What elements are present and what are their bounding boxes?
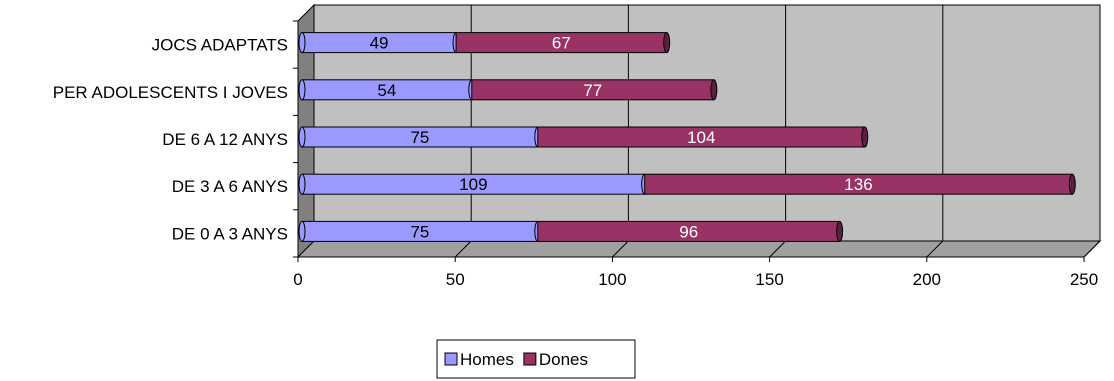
x-tick-label: 50 [446,270,465,289]
category-label: DE 6 A 12 ANYS [162,130,288,149]
x-tick-label: 100 [598,270,626,289]
legend-swatch-homes [444,352,458,366]
x-tick-label: 200 [913,270,941,289]
category-label: DE 3 A 6 ANYS [172,177,288,196]
bar-end-cap [710,79,718,101]
data-label: 77 [583,81,602,100]
x-tick-label: 250 [1070,270,1098,289]
plot-floor [296,240,1102,258]
floor-gridline [612,240,629,258]
bar-end-cap [861,126,869,148]
labels: 0 50 100 150 200 250 DE 0 A 3 ANYS 75 96 DE 3 A 6… [53,34,1098,289]
data-label: 75 [410,222,429,241]
floor-gridline [926,240,944,258]
data-label: 96 [679,222,698,241]
floor-gridline [769,240,786,258]
bar-end-cap [1068,173,1076,195]
data-label: 75 [410,128,429,147]
data-label: 109 [459,175,487,194]
category-label: DE 0 A 3 ANYS [172,224,288,243]
category-label: JOCS ADAPTATS [152,36,288,55]
legend-swatch-dones [523,352,537,366]
bar-start-cap [298,32,306,54]
legend-label-homes: Homes [460,350,514,369]
data-label: 67 [552,34,571,53]
data-label: 104 [687,128,715,147]
bar-end-cap [836,220,844,242]
legend: Homes Dones [436,339,636,379]
x-tick-label: 150 [755,270,783,289]
x-tick-label: 0 [293,270,302,289]
bar-start-cap [298,126,306,148]
category-label: PER ADOLESCENTS I JOVES [53,83,288,102]
bar-end-cap [663,32,671,54]
floor-gridline [1083,240,1101,258]
bars [298,32,1076,242]
bar-start-cap [298,220,306,242]
legend-label-dones: Dones [539,350,588,369]
data-label: 49 [370,34,389,53]
data-label: 54 [377,81,396,100]
data-label: 136 [844,175,872,194]
floor-gridline [454,240,472,258]
bar-start-cap [298,79,306,101]
bar-start-cap [298,173,306,195]
